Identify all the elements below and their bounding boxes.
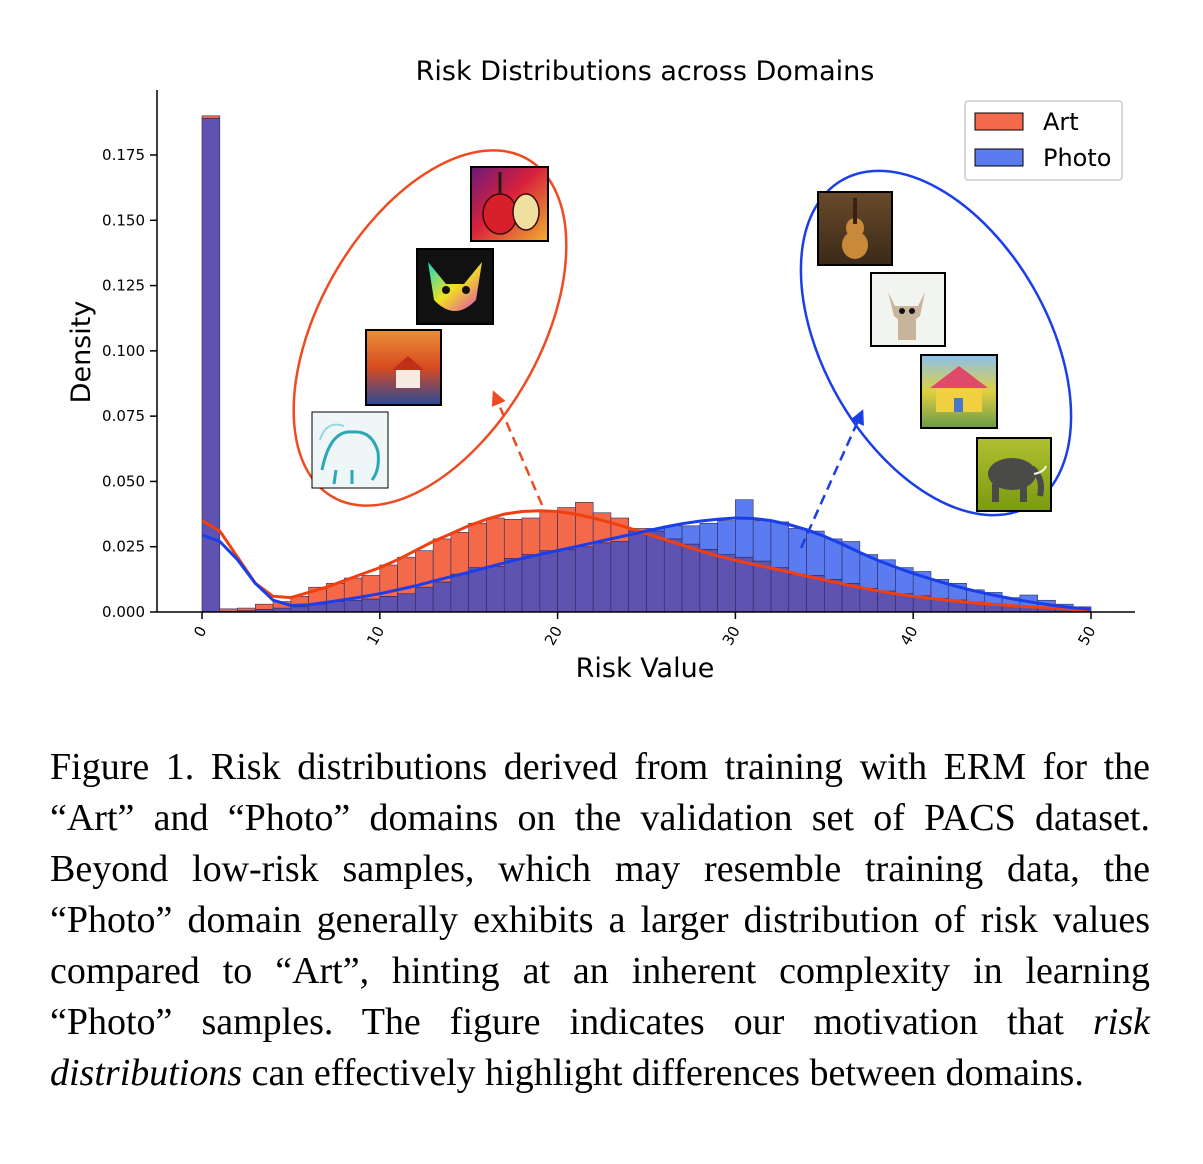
histogram-bar-photo (823, 538, 843, 580)
histogram-bar-overlap (681, 543, 701, 613)
kde-curve-art (201, 509, 1092, 612)
histogram-bar-overlap (575, 546, 594, 613)
histogram-bar-overlap (592, 542, 612, 613)
histogram-bar-art (237, 607, 256, 611)
histogram-bar-photo (735, 499, 754, 558)
art-annotation-arrow (491, 390, 544, 506)
histogram-bar-overlap (361, 598, 381, 613)
histogram-bar-photo (681, 525, 701, 545)
photo-elephant-thumbnail (976, 437, 1052, 512)
histogram-bar-art (539, 511, 558, 551)
histogram-bar-overlap (415, 586, 434, 613)
histogram-bar-overlap (290, 606, 309, 613)
x-tick-label: 50 (1074, 623, 1099, 649)
histogram-bar-photo (770, 521, 790, 568)
caption-text-after: can effectively highlight differences be… (242, 1052, 1084, 1094)
legend-swatch-art (974, 112, 1024, 131)
histogram-bar-overlap (717, 554, 736, 613)
y-tick-label: 0.000 (102, 603, 145, 621)
photo-dog-thumbnail (870, 272, 946, 347)
art-elephant-thumbnail (311, 411, 389, 489)
art-dog-thumbnail (416, 248, 494, 325)
figure-caption: Figure 1. Risk distributions derived fro… (50, 742, 1150, 1099)
histogram-bar-art (521, 517, 541, 555)
kde-curve-photo (201, 516, 1092, 611)
photo-house-thumbnail (920, 354, 998, 429)
histogram-bar-art (575, 502, 594, 548)
photo-annotation-arrow (799, 409, 864, 549)
histogram-bar-art (450, 532, 470, 575)
histogram-bar-overlap (468, 567, 487, 613)
photo-examples-annotation (799, 169, 1073, 549)
y-tick-label: 0.150 (102, 211, 145, 229)
histogram-bar-overlap (806, 575, 825, 613)
histogram-bar-overlap (521, 554, 541, 613)
histogram-bar-overlap (343, 599, 363, 613)
y-axis-ticks: 0.000 0.025 0.050 0.075 0.100 0.125 0.150 0.175 (102, 146, 157, 621)
histogram-bar-overlap (646, 530, 665, 613)
art-house-thumbnail (365, 329, 442, 406)
y-tick-label: 0.050 (102, 472, 145, 490)
x-tick-label: 30 (719, 623, 744, 649)
kde-curves (201, 509, 1092, 612)
y-tick-label: 0.025 (102, 538, 145, 556)
caption-label: Figure 1. (50, 746, 195, 788)
chart-title: Risk Distributions across Domains (416, 56, 875, 87)
x-axis-label: Risk Value (576, 653, 715, 684)
histogram-bar-overlap (557, 549, 576, 613)
caption-emphasis: risk distributions (50, 1001, 1150, 1094)
x-tick-label: 40 (897, 623, 922, 649)
histogram-bar-photo (699, 522, 718, 550)
art-examples-annotation (292, 149, 568, 507)
histogram-bar-photo (752, 520, 772, 562)
histogram-bar-overlap (770, 567, 790, 613)
histogram-bar-art (219, 608, 238, 612)
histogram-bar-overlap (503, 558, 523, 613)
x-tick-label: 10 (363, 623, 388, 649)
art-examples-ellipse (292, 149, 568, 507)
histogram-bar-photo (806, 530, 825, 576)
histogram-bar-art (503, 518, 523, 559)
histogram-bar-overlap (432, 581, 452, 613)
legend: Art Photo (964, 100, 1123, 181)
histogram-bar-art (255, 603, 274, 610)
caption-text-before: Risk distributions derived from training… (50, 746, 1150, 1043)
histogram-bar-overlap (628, 530, 647, 613)
histogram-bar-overlap (450, 573, 470, 613)
histogram-bar-overlap (859, 588, 878, 613)
histogram-bar-art (486, 517, 505, 567)
y-tick-label: 0.125 (102, 277, 145, 295)
y-tick-label: 0.175 (102, 146, 145, 164)
x-tick-label: 0 (190, 623, 210, 640)
histogram-bar-overlap (735, 556, 754, 613)
y-axis-label: Density (66, 301, 97, 404)
legend-label-photo: Photo (1043, 144, 1111, 172)
photo-guitar-thumbnail (817, 191, 893, 266)
histogram-bar-overlap (539, 550, 558, 613)
y-tick-label: 0.075 (102, 407, 145, 425)
histogram-bar-overlap (397, 593, 416, 613)
legend-label-art: Art (1043, 108, 1079, 136)
histogram-bar-overlap (379, 596, 398, 613)
histogram-bar-overlap (610, 541, 630, 613)
histogram-bar-art (201, 115, 221, 119)
histogram-bar-photo (788, 528, 807, 575)
risk-distribution-chart: Risk Distributions across Domains 0.0000… (66, 56, 1135, 684)
x-axis-ticks: 0 10 20 30 40 50 (190, 612, 1099, 649)
x-tick-label: 20 (541, 623, 566, 649)
histogram-bar-art (432, 538, 452, 583)
histogram-bar-overlap (486, 565, 505, 613)
legend-swatch-photo (974, 148, 1024, 167)
histogram-bar-art (468, 522, 487, 568)
histogram-bar-overlap (699, 549, 718, 613)
histogram-bar-overlap (788, 573, 807, 613)
histogram-bar-photo (717, 520, 736, 555)
y-tick-label: 0.100 (102, 342, 145, 360)
art-guitar-thumbnail (470, 166, 549, 242)
histogram-bar-overlap (663, 538, 683, 613)
